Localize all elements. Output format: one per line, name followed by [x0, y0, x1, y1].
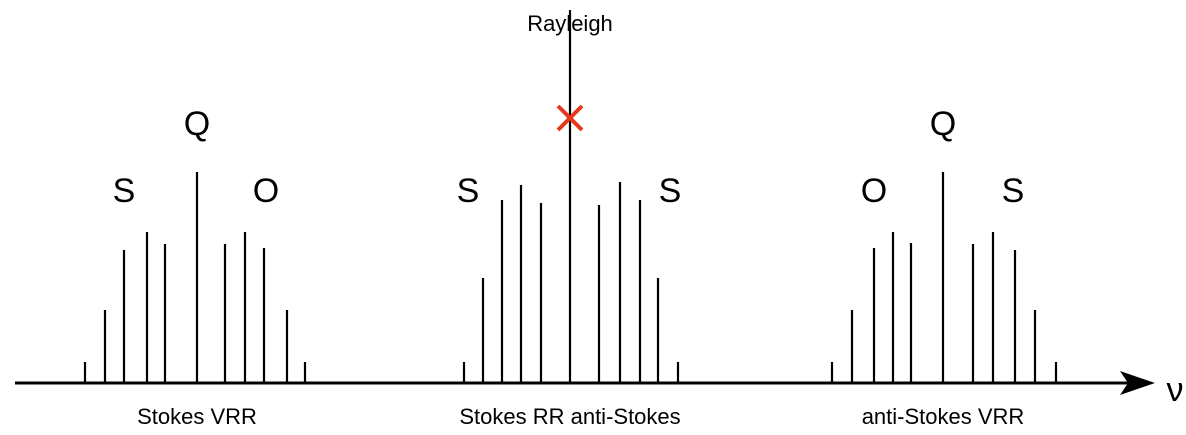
group-label: anti-Stokes VRR [862, 404, 1025, 429]
group-label: Stokes RR anti-Stokes [459, 404, 680, 429]
peak-label: S [113, 172, 136, 210]
peak-label: Q [930, 105, 956, 143]
axis-label: ν [1167, 371, 1184, 409]
rayleigh-cross [556, 104, 584, 132]
group-label: Stokes VRR [137, 404, 257, 429]
peak-label: S [659, 172, 682, 210]
peak-label: O [253, 172, 279, 210]
rayleigh-label: Rayleigh [527, 11, 613, 36]
peak-label: S [457, 172, 480, 210]
peak-label: O [861, 172, 887, 210]
peak-label: Q [184, 105, 210, 143]
axis-arrow [1120, 371, 1155, 395]
peak-label: S [1002, 172, 1025, 210]
